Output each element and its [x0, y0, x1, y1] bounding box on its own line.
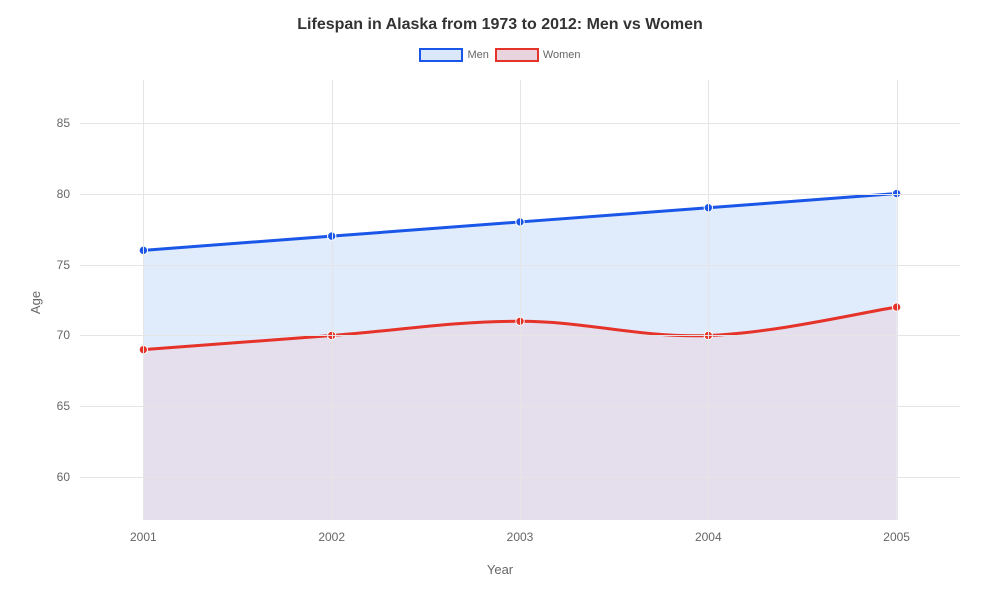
y-tick-label: 60	[57, 470, 80, 484]
y-tick-label: 85	[57, 116, 80, 130]
grid-line	[897, 80, 898, 520]
legend-swatch-icon	[495, 48, 539, 62]
legend-item-women: Women	[495, 48, 581, 62]
grid-line	[332, 80, 333, 520]
legend-item-men: Men	[419, 48, 488, 62]
x-tick-label: 2005	[883, 520, 910, 544]
x-tick-label: 2003	[507, 520, 534, 544]
y-tick-label: 65	[57, 399, 80, 413]
y-tick-label: 80	[57, 187, 80, 201]
y-tick-label: 75	[57, 258, 80, 272]
grid-line	[520, 80, 521, 520]
plot-area: 60657075808520012002200320042005	[80, 80, 960, 520]
y-tick-label: 70	[57, 328, 80, 342]
legend-label: Men	[467, 49, 488, 61]
x-tick-label: 2004	[695, 520, 722, 544]
grid-line	[708, 80, 709, 520]
chart-container: Lifespan in Alaska from 1973 to 2012: Me…	[0, 0, 1000, 600]
x-tick-label: 2001	[130, 520, 157, 544]
chart-title: Lifespan in Alaska from 1973 to 2012: Me…	[0, 16, 1000, 34]
grid-line	[143, 80, 144, 520]
x-axis-label: Year	[0, 562, 1000, 577]
legend: Men Women	[0, 48, 1000, 62]
legend-label: Women	[543, 49, 581, 61]
legend-swatch-icon	[419, 48, 463, 62]
x-tick-label: 2002	[318, 520, 345, 544]
y-axis-label: Age	[28, 291, 43, 314]
